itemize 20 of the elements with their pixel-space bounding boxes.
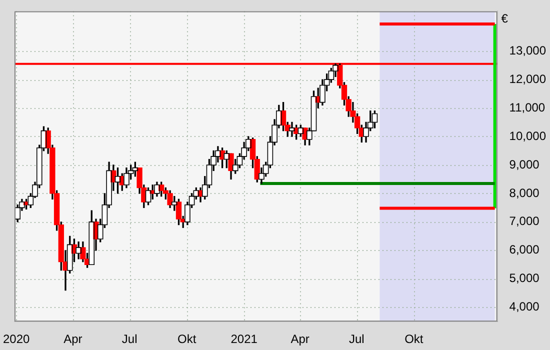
x-tick-label: 2020	[2, 332, 30, 346]
x-tick-label: Jul	[122, 332, 138, 346]
x-tick-label: Apr	[64, 332, 82, 346]
x-tick-label: 2021	[230, 332, 258, 346]
y-tick-label: 11,000	[509, 100, 546, 114]
y-tick-label: 12,000	[509, 72, 546, 86]
y-tick-label: 4,000	[509, 300, 540, 314]
y-tick-label: 9,000	[509, 157, 540, 172]
y-axis-title: €	[501, 12, 508, 26]
x-tick-label: Jul	[349, 332, 364, 346]
x-tick-label: Okt	[177, 332, 197, 346]
y-tick-label: 8,000	[509, 186, 540, 200]
y-tick-label: 6,000	[509, 242, 540, 257]
y-tick-label: 13,000	[509, 43, 546, 58]
x-tick-label: Apr	[290, 332, 310, 346]
y-tick-label: 5,000	[509, 271, 540, 286]
y-tick-label: 7,000	[509, 214, 540, 228]
y-tick-label: 10,000	[509, 128, 546, 143]
candlestick	[289, 122, 295, 137]
x-tick-label: Okt	[404, 332, 424, 346]
